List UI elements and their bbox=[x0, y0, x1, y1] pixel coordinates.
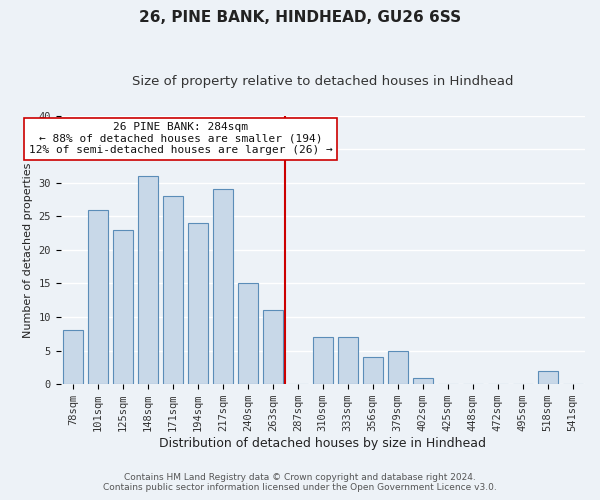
Y-axis label: Number of detached properties: Number of detached properties bbox=[23, 162, 33, 338]
Text: 26 PINE BANK: 284sqm
← 88% of detached houses are smaller (194)
12% of semi-deta: 26 PINE BANK: 284sqm ← 88% of detached h… bbox=[29, 122, 332, 156]
Bar bbox=[63, 330, 83, 384]
Title: Size of property relative to detached houses in Hindhead: Size of property relative to detached ho… bbox=[132, 75, 514, 88]
X-axis label: Distribution of detached houses by size in Hindhead: Distribution of detached houses by size … bbox=[159, 437, 486, 450]
Bar bbox=[138, 176, 158, 384]
Bar bbox=[263, 310, 283, 384]
Bar bbox=[213, 190, 233, 384]
Bar bbox=[88, 210, 108, 384]
Text: 26, PINE BANK, HINDHEAD, GU26 6SS: 26, PINE BANK, HINDHEAD, GU26 6SS bbox=[139, 10, 461, 25]
Text: Contains HM Land Registry data © Crown copyright and database right 2024.
Contai: Contains HM Land Registry data © Crown c… bbox=[103, 473, 497, 492]
Bar bbox=[413, 378, 433, 384]
Bar bbox=[188, 223, 208, 384]
Bar bbox=[538, 371, 557, 384]
Bar bbox=[338, 337, 358, 384]
Bar bbox=[163, 196, 183, 384]
Bar bbox=[313, 337, 333, 384]
Bar bbox=[113, 230, 133, 384]
Bar bbox=[388, 350, 407, 384]
Bar bbox=[363, 358, 383, 384]
Bar bbox=[238, 284, 258, 384]
